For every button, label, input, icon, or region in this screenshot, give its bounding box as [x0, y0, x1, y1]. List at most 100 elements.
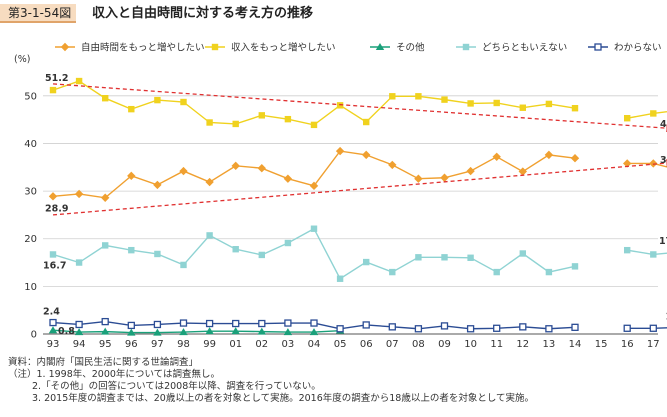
- series-line-other: [52, 329, 341, 334]
- data-point-free_time: [388, 160, 397, 170]
- data-label-income: 47.0: [660, 119, 667, 130]
- data-point-income: [206, 119, 213, 126]
- legend-label-other: その他: [396, 42, 425, 54]
- x-tick-label: 10: [464, 339, 477, 350]
- data-point-free_time: [101, 193, 110, 202]
- data-point-dont_know: [623, 324, 631, 332]
- data-point-free_time: [440, 173, 449, 182]
- data-point-dont_know: [362, 321, 370, 329]
- data-label-free_time: 34.4: [660, 155, 667, 166]
- x-tick-label: 05: [334, 339, 347, 350]
- data-point-other: [309, 328, 319, 336]
- data-point-free_time: [74, 189, 84, 199]
- data-label-dont_know: 1.4: [666, 311, 667, 322]
- x-tick-label: 09: [438, 339, 451, 350]
- data-point-free_time: [492, 152, 501, 161]
- data-point-neither: [232, 246, 239, 253]
- data-point-free_time: [518, 167, 527, 176]
- data-label-income: 51.2: [45, 73, 68, 84]
- data-point-neither: [258, 251, 265, 259]
- note-line-1: （注）1. 1998年、2000年については調査無し。: [8, 369, 220, 380]
- data-point-income: [415, 93, 422, 100]
- trend-arrow-income-trend: [52, 83, 667, 133]
- data-point-income: [310, 121, 318, 129]
- data-point-income: [650, 110, 657, 117]
- data-point-income: [284, 115, 292, 123]
- data-point-dont_know: [519, 323, 527, 331]
- data-point-free_time: [544, 150, 554, 160]
- data-point-neither: [49, 251, 57, 258]
- data-point-income: [545, 100, 553, 108]
- data-point-dont_know: [493, 324, 501, 332]
- x-tick-label: 95: [99, 339, 112, 350]
- data-point-free_time: [309, 181, 319, 191]
- data-point-neither: [467, 254, 474, 261]
- data-label-neither: 16.7: [43, 260, 66, 271]
- figure-number: 第3-1-54図: [0, 4, 76, 23]
- data-point-other: [153, 328, 162, 336]
- data-label-free_time: 28.9: [45, 203, 68, 214]
- data-point-income: [336, 102, 344, 109]
- x-tick-label: 97: [151, 339, 164, 350]
- trend-arrow-free-time-trend: [52, 159, 667, 216]
- data-point-free_time: [649, 159, 658, 168]
- data-point-other: [127, 328, 136, 336]
- data-point-free_time: [466, 166, 475, 176]
- x-tick-label: 08: [412, 339, 425, 350]
- legend-marker-income: [211, 43, 219, 51]
- data-point-other: [179, 328, 188, 336]
- data-point-neither: [650, 251, 657, 258]
- data-point-neither: [180, 261, 187, 269]
- data-point-dont_know: [649, 324, 657, 332]
- data-point-dont_know: [205, 319, 214, 328]
- legend-marker-free_time: [60, 42, 70, 52]
- data-point-income: [258, 112, 265, 119]
- data-point-free_time: [414, 174, 423, 183]
- data-point-neither: [624, 246, 631, 254]
- note-line-3: 3. 2015年度の調査までは、20歳以上の者を対象として実施。2016年度の調…: [32, 393, 535, 404]
- data-point-dont_know: [571, 323, 579, 331]
- data-point-neither: [128, 246, 135, 254]
- x-tick-label: 03: [282, 339, 295, 350]
- x-tick-label: 12: [516, 339, 529, 350]
- data-point-income: [102, 95, 109, 102]
- x-tick-label: 01: [229, 339, 242, 350]
- data-point-neither: [284, 239, 292, 247]
- legend-marker-dont_know: [594, 43, 602, 51]
- data-point-income: [441, 96, 448, 103]
- x-tick-label: 04: [308, 339, 321, 350]
- data-point-free_time: [48, 192, 58, 201]
- data-point-other: [74, 328, 84, 336]
- data-point-dont_know: [466, 325, 475, 333]
- series-line-income: [627, 110, 667, 119]
- data-point-free_time: [362, 150, 371, 160]
- data-point-neither: [75, 259, 83, 266]
- data-point-income: [389, 93, 396, 100]
- x-tick-label: 11: [490, 339, 503, 350]
- data-point-dont_know: [153, 320, 162, 329]
- data-point-income: [49, 86, 57, 94]
- figure-header: 第3-1-54図 収入と自由時間に対する考え方の推移: [0, 0, 667, 26]
- x-tick-label: 94: [73, 339, 86, 350]
- data-point-income: [363, 118, 370, 126]
- legend-label-income: 収入をもっと増やしたい: [231, 42, 336, 54]
- data-point-income: [624, 115, 631, 122]
- data-point-neither: [493, 268, 500, 276]
- data-point-dont_know: [49, 318, 57, 327]
- data-point-other: [48, 326, 58, 334]
- x-tick-label: 13: [543, 339, 556, 350]
- y-axis-unit: (%): [14, 54, 30, 65]
- data-point-free_time: [153, 180, 162, 190]
- figure-title: 収入と自由時間に対する考え方の推移: [92, 6, 314, 21]
- y-tick-label: 50: [24, 91, 37, 102]
- data-point-free_time: [335, 146, 345, 156]
- data-point-other: [231, 327, 240, 335]
- legend-label-neither: どちらともいえない: [482, 43, 567, 54]
- data-point-free_time: [127, 171, 136, 181]
- data-point-income: [128, 105, 135, 113]
- data-point-dont_know: [232, 319, 240, 328]
- data-point-dont_know: [179, 319, 188, 327]
- data-point-dont_know: [545, 325, 553, 333]
- data-point-neither: [154, 250, 161, 258]
